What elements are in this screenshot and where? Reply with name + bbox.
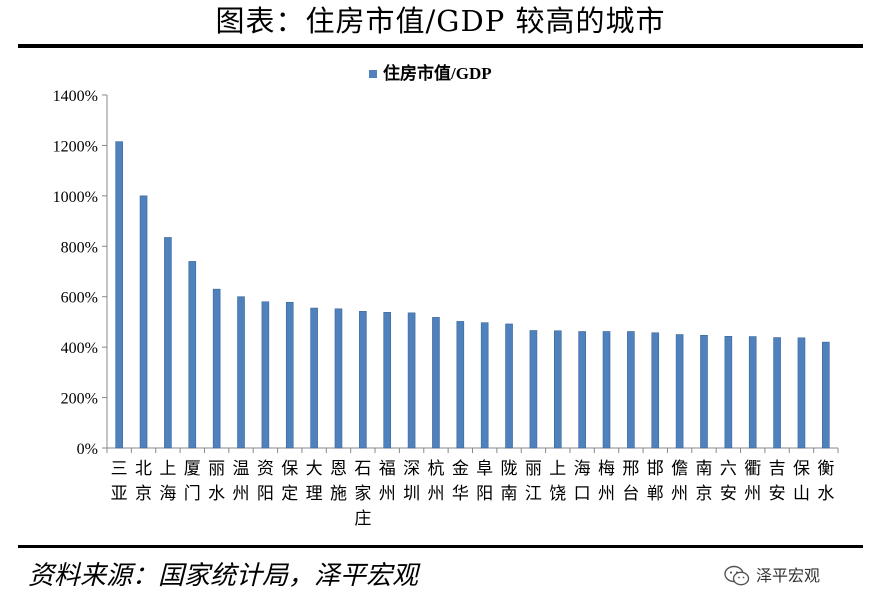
x-tick-label: 金华 [452,459,469,503]
x-tick-label: 三亚 [111,459,128,503]
bottom-rule [18,545,863,548]
bar [383,312,392,449]
bar [627,331,635,449]
bar [456,321,465,449]
x-tick-label: 福州 [379,459,396,503]
bar [480,322,489,449]
bar [139,195,148,449]
y-tick-label: 600% [61,290,98,307]
bar-chart: 住房市值/GDP 0% 200% 400% 600% 800% 1000% 1200% 140… [53,63,839,528]
legend-swatch [369,70,377,78]
x-tick-label: 阜阳 [476,459,493,503]
bar [553,330,562,449]
x-tick-label: 大理 [306,459,323,503]
x-axis: 三亚北京上海厦门丽水温州资阳保定大理恩施石家庄福州深圳杭州金华阜阳陇南丽江上饶海… [106,447,839,528]
x-tick-label: 儋州 [671,459,688,503]
legend-label: 住房市值/GDP [383,63,492,83]
bar-series [115,141,830,449]
bar [748,336,757,449]
bar [310,307,318,449]
y-axis: 0% 200% 400% 600% 800% 1000% 1200% 1400% [53,88,108,458]
x-tick-label: 南京 [695,459,712,503]
bar [578,331,586,449]
x-tick-label: 丽江 [525,459,542,503]
x-tick-label: 保山 [793,459,810,503]
bar [602,331,611,449]
bar [675,334,684,449]
x-tick-label: 邯郸 [647,459,664,503]
y-tick-label: 1000% [53,189,98,206]
y-tick-label: 1200% [53,138,98,155]
x-tick-label: 恩施 [330,459,347,503]
bar [432,317,440,449]
y-tick-label: 400% [61,340,98,357]
y-tick-label: 200% [61,391,98,408]
bar [773,337,781,449]
bar [188,261,197,449]
source-note: 资料来源：国家统计局，泽平宏观 [28,561,419,591]
y-tick-label: 1400% [53,88,98,105]
x-tick-label: 深圳 [403,459,420,503]
x-tick-label: 上海 [159,459,176,503]
x-tick-label: 北京 [135,459,152,503]
x-tick-label: 杭州 [427,459,444,503]
x-tick-label: 陇南 [501,459,518,503]
bar [164,237,172,449]
bar [285,301,294,449]
bar [334,308,343,449]
bar [651,332,660,449]
bar [237,296,245,449]
x-tick-label: 资阳 [257,459,274,503]
y-tick-label: 0% [77,441,98,458]
bar [407,312,416,449]
x-tick-label: 上饶 [549,459,566,503]
bar [797,337,806,449]
x-tick-label: 石家庄 [354,459,371,528]
bar [212,288,221,449]
wechat-icon [724,565,750,586]
x-tick-label: 梅州 [598,459,615,503]
figure-title: 图表：住房市值/GDP 较高的城市 [215,4,666,38]
bar [724,336,733,449]
x-tick-label: 衢州 [744,458,761,503]
watermark: 泽平宏观 [724,560,820,592]
x-tick-label: 吉安 [769,459,786,503]
watermark-text: 泽平宏观 [756,566,821,585]
x-tick-label: 厦门 [184,459,201,503]
chart-legend: 住房市值/GDP [369,63,492,83]
bar [700,334,708,449]
x-tick-label: 保定 [281,459,298,503]
x-tick-label: 丽水 [208,459,225,503]
bar [115,141,123,449]
x-tick-label: 海口 [574,459,591,503]
x-tick-label: 邢台 [622,459,639,503]
bar [529,330,538,449]
bar [505,323,513,449]
bar [822,341,830,449]
bar [261,301,270,449]
x-tick-label: 衡水 [817,459,834,503]
y-tick-label: 800% [61,239,98,256]
x-tick-label: 温州 [233,459,250,503]
top-rule [18,44,863,48]
bar [359,311,367,449]
x-tick-label: 六安 [720,459,737,503]
